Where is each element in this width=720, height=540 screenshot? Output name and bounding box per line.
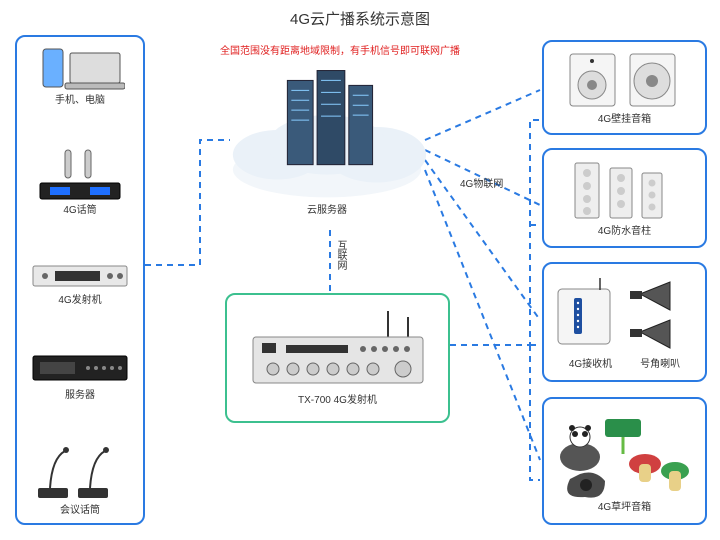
left-item-transmitter: 4G发射机 — [30, 258, 130, 307]
diagram-title: 4G云广播系统示意图 — [0, 8, 720, 29]
mic-icon — [35, 148, 125, 203]
right-item-label-a: 4G接收机 — [569, 359, 612, 371]
cloud-label: 云服务器 — [307, 205, 347, 217]
right-receiver-horn: 4G接收机 号角喇叭 — [542, 262, 707, 382]
transmitter-box: TX-700 4G发射机 — [225, 293, 450, 423]
cloud-server-icon — [218, 50, 436, 205]
server-icon — [30, 348, 130, 388]
right-column-speaker: 4G防水音柱 — [542, 148, 707, 248]
conference-mic-icon — [30, 443, 130, 503]
wall-speaker-icon — [560, 49, 690, 111]
transmitter-icon — [30, 258, 130, 293]
receiver-horn-icon — [550, 274, 700, 356]
left-item-server: 服务器 — [30, 348, 130, 402]
left-devices-group: 手机、电脑 4G话筒 4G发射机 服务器 — [15, 35, 145, 525]
left-item-label: 4G发射机 — [58, 295, 101, 307]
tx700-icon — [248, 309, 428, 389]
left-item-phone-laptop: 手机、电脑 — [35, 43, 125, 107]
left-item-conference-mic: 会议话筒 — [30, 443, 130, 517]
right-lawn-speaker: 4G草坪音箱 — [542, 397, 707, 525]
phone-laptop-icon — [35, 43, 125, 93]
cloud-server-area: 云服务器 — [218, 50, 436, 230]
left-item-label: 手机、电脑 — [55, 95, 105, 107]
right-item-label: 4G壁挂音箱 — [598, 114, 651, 126]
right-item-label: 4G防水音柱 — [598, 226, 651, 238]
internet-label: 互联网 — [333, 240, 348, 270]
left-item-mic: 4G话筒 — [35, 148, 125, 217]
iot-label: 4G物联网 — [460, 175, 503, 190]
left-item-label: 4G话筒 — [63, 205, 96, 217]
lawn-speaker-icon — [550, 409, 700, 499]
left-item-label: 服务器 — [65, 390, 95, 402]
transmitter-label: TX-700 4G发射机 — [298, 395, 377, 407]
left-item-label: 会议话筒 — [60, 505, 100, 517]
right-item-label: 4G草坪音箱 — [598, 502, 651, 514]
right-item-label-b: 号角喇叭 — [640, 359, 680, 371]
right-speaker-wall: 4G壁挂音箱 — [542, 40, 707, 135]
column-speaker-icon — [560, 158, 690, 223]
